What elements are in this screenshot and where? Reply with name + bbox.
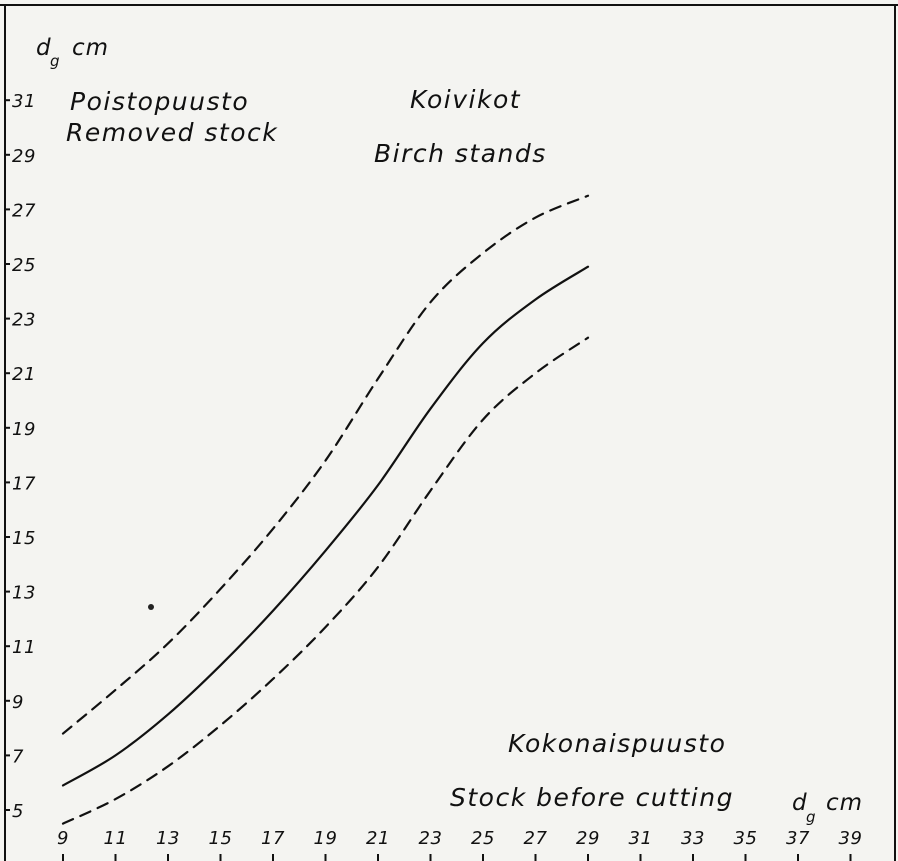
x-tick-label: 19 <box>314 828 338 849</box>
annotation-birch-stands-en: Birch stands <box>374 139 547 168</box>
x-tick-label: 39 <box>839 828 863 849</box>
x-tick-label: 31 <box>629 828 653 849</box>
y-axis-label-main: d <box>36 35 52 61</box>
y-tick-label: 7 <box>12 746 24 767</box>
ink-spot <box>148 604 154 610</box>
y-tick-label: 15 <box>12 528 36 549</box>
y-tick-label: 29 <box>12 146 36 167</box>
y-tick-label: 27 <box>12 200 36 221</box>
x-tick-label: 25 <box>471 828 495 849</box>
annotation-stock-before-cutting: Kokonaispuusto Stock before cutting <box>450 729 734 812</box>
y-tick-label: 9 <box>12 692 24 713</box>
annotation-birch-stands-fi: Koivikot <box>410 85 521 114</box>
x-tick-label: 29 <box>576 828 600 849</box>
y-tick-label: 23 <box>12 310 36 331</box>
y-tick-label: 19 <box>12 419 36 440</box>
x-tick-label: 15 <box>209 828 233 849</box>
x-tick-label: 21 <box>366 828 390 849</box>
x-axis-label: d g cm <box>792 790 863 826</box>
x-axis-label-unit: cm <box>826 790 863 816</box>
x-axis-ticks: 9 11 13 15 17 19 21 23 25 27 29 31 33 35 37 39 <box>57 828 862 861</box>
x-tick-label: 13 <box>156 828 180 849</box>
y-tick-label: 11 <box>12 637 36 658</box>
x-tick-label: 35 <box>734 828 758 849</box>
x-axis-label-main: d <box>792 790 808 816</box>
series-layer <box>61 194 590 825</box>
annotation-removed-stock-en: Removed stock <box>66 118 278 147</box>
x-tick-label: 27 <box>524 828 548 849</box>
y-tick-label: 31 <box>12 91 36 112</box>
x-axis-label-sub: g <box>806 808 816 826</box>
annotation-removed-stock-fi: Poistopuusto <box>70 87 249 116</box>
x-tick-label: 37 <box>786 828 810 849</box>
y-tick-label: 13 <box>12 583 36 604</box>
y-tick-label: 25 <box>12 255 36 276</box>
y-axis-ticks: 5 7 9 11 13 15 17 19 21 23 25 27 29 31 <box>5 91 36 822</box>
annotation-birch-stands: Koivikot Birch stands <box>374 85 547 168</box>
annotation-removed-stock: Poistopuusto Removed stock <box>66 87 278 147</box>
series-line-upper-bound <box>61 194 590 735</box>
series-line-mean <box>61 265 590 787</box>
y-axis-label-sub: g <box>50 52 60 70</box>
x-tick-label: 9 <box>57 828 69 849</box>
y-tick-label: 17 <box>12 473 36 494</box>
annotation-stock-before-cutting-en: Stock before cutting <box>450 783 734 812</box>
x-tick-label: 11 <box>104 828 128 849</box>
x-tick-label: 23 <box>419 828 443 849</box>
y-tick-label: 5 <box>12 801 24 822</box>
x-tick-label: 17 <box>261 828 285 849</box>
x-tick-label: 33 <box>681 828 705 849</box>
annotation-stock-before-cutting-fi: Kokonaispuusto <box>508 729 726 758</box>
y-tick-label: 21 <box>12 364 36 385</box>
series-line-lower-bound <box>61 336 590 825</box>
y-axis-label-unit: cm <box>72 35 109 61</box>
y-axis-label: d g cm <box>36 35 109 70</box>
